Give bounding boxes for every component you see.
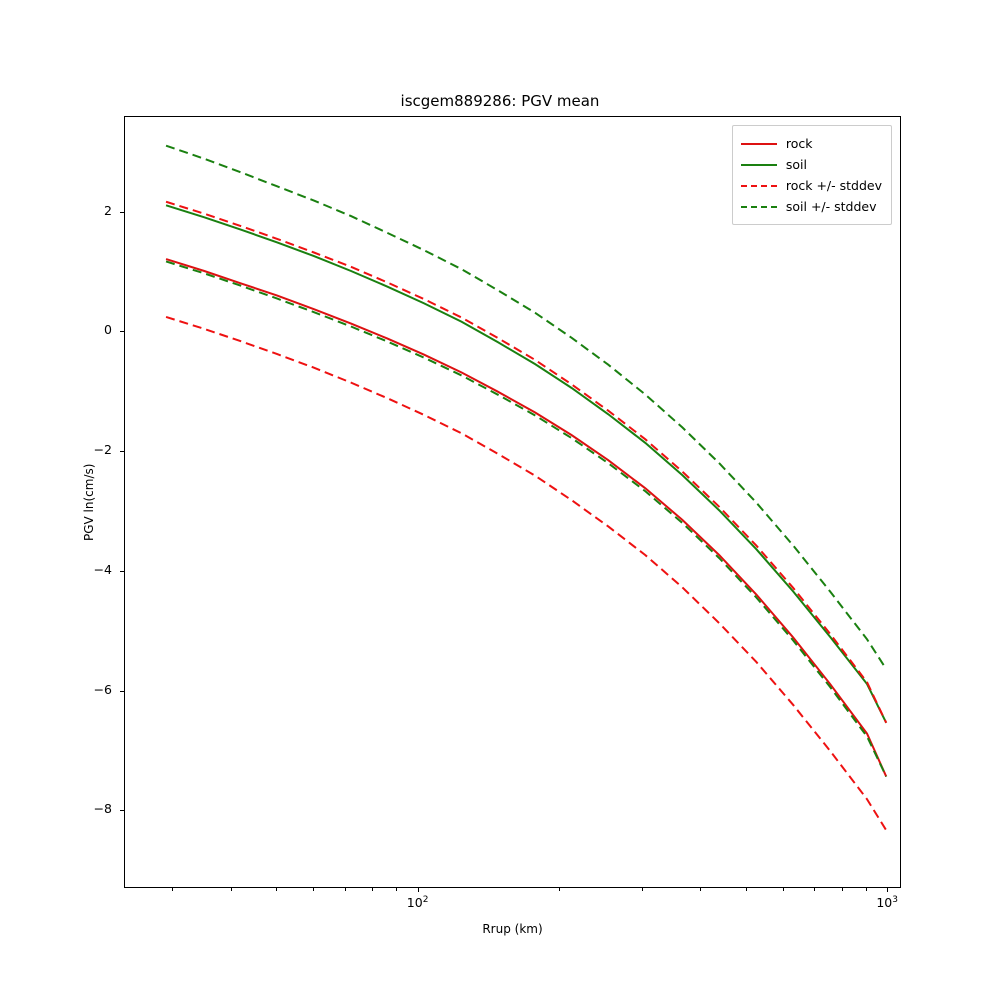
x-tick-mark-minor xyxy=(841,888,843,891)
curve-soil-stddev-upper xyxy=(165,144,888,670)
x-tick-mark-minor xyxy=(372,888,374,891)
plot-area: rock soil rock +/- stddev soil +/- stdde… xyxy=(124,116,901,888)
x-tick-mark-minor xyxy=(700,888,702,891)
legend-label-rock-stddev: rock +/- stddev xyxy=(785,178,882,193)
y-tick-label: −2 xyxy=(93,442,112,458)
y-tick-label: 0 xyxy=(104,322,112,338)
x-axis-label: Rrup (km) xyxy=(482,922,543,936)
data-curves xyxy=(165,144,888,831)
curve-rock-stddev-lower xyxy=(165,316,888,831)
x-tick-mark-minor xyxy=(814,888,816,891)
x-tick-mark-minor xyxy=(230,888,232,891)
legend-label-rock: rock xyxy=(785,136,813,151)
x-tick-mark-minor xyxy=(313,888,315,891)
curve-rock xyxy=(165,258,888,777)
x-tick-mark-minor xyxy=(172,888,174,891)
x-tick-mark-minor xyxy=(344,888,346,891)
legend-item-rock[interactable]: rock xyxy=(740,133,882,154)
legend-item-soil[interactable]: soil xyxy=(740,154,882,175)
x-tick-mark-minor xyxy=(641,888,643,891)
legend-item-rock-stddev[interactable]: rock +/- stddev xyxy=(740,175,882,196)
curve-soil xyxy=(165,204,888,724)
x-tick-label: 102 xyxy=(406,895,429,911)
y-tick-mark xyxy=(120,211,124,213)
x-tick-mark-minor xyxy=(865,888,867,891)
x-tick-mark-minor xyxy=(745,888,747,891)
y-tick-label: −8 xyxy=(93,801,112,817)
y-axis-label: PGV ln(cm/s) xyxy=(82,463,96,541)
legend-label-soil-stddev: soil +/- stddev xyxy=(785,199,877,214)
y-tick-mark xyxy=(120,570,124,572)
x-tick-mark-minor xyxy=(558,888,560,891)
y-tick-mark xyxy=(120,331,124,333)
legend-item-soil-stddev[interactable]: soil +/- stddev xyxy=(740,196,882,217)
curve-rock-stddev-upper xyxy=(165,200,888,724)
x-tick-mark-minor xyxy=(783,888,785,891)
x-tick-mark-minor xyxy=(396,888,398,891)
y-tick-label: −6 xyxy=(93,681,112,697)
y-tick-mark xyxy=(120,810,124,812)
y-tick-label: −4 xyxy=(93,561,112,577)
curve-soil-stddev-lower xyxy=(165,260,888,778)
legend-label-soil: soil xyxy=(785,157,807,172)
chart-title: iscgem889286: PGV mean xyxy=(400,92,600,110)
legend-box[interactable]: rock soil rock +/- stddev soil +/- stdde… xyxy=(731,125,892,225)
y-tick-label: 2 xyxy=(104,202,112,218)
y-tick-mark xyxy=(120,451,124,453)
x-tick-mark xyxy=(417,888,419,892)
x-tick-mark-minor xyxy=(276,888,278,891)
x-tick-mark-minor xyxy=(887,888,889,891)
x-tick-label: 103 xyxy=(876,895,898,911)
y-tick-mark xyxy=(120,690,124,692)
